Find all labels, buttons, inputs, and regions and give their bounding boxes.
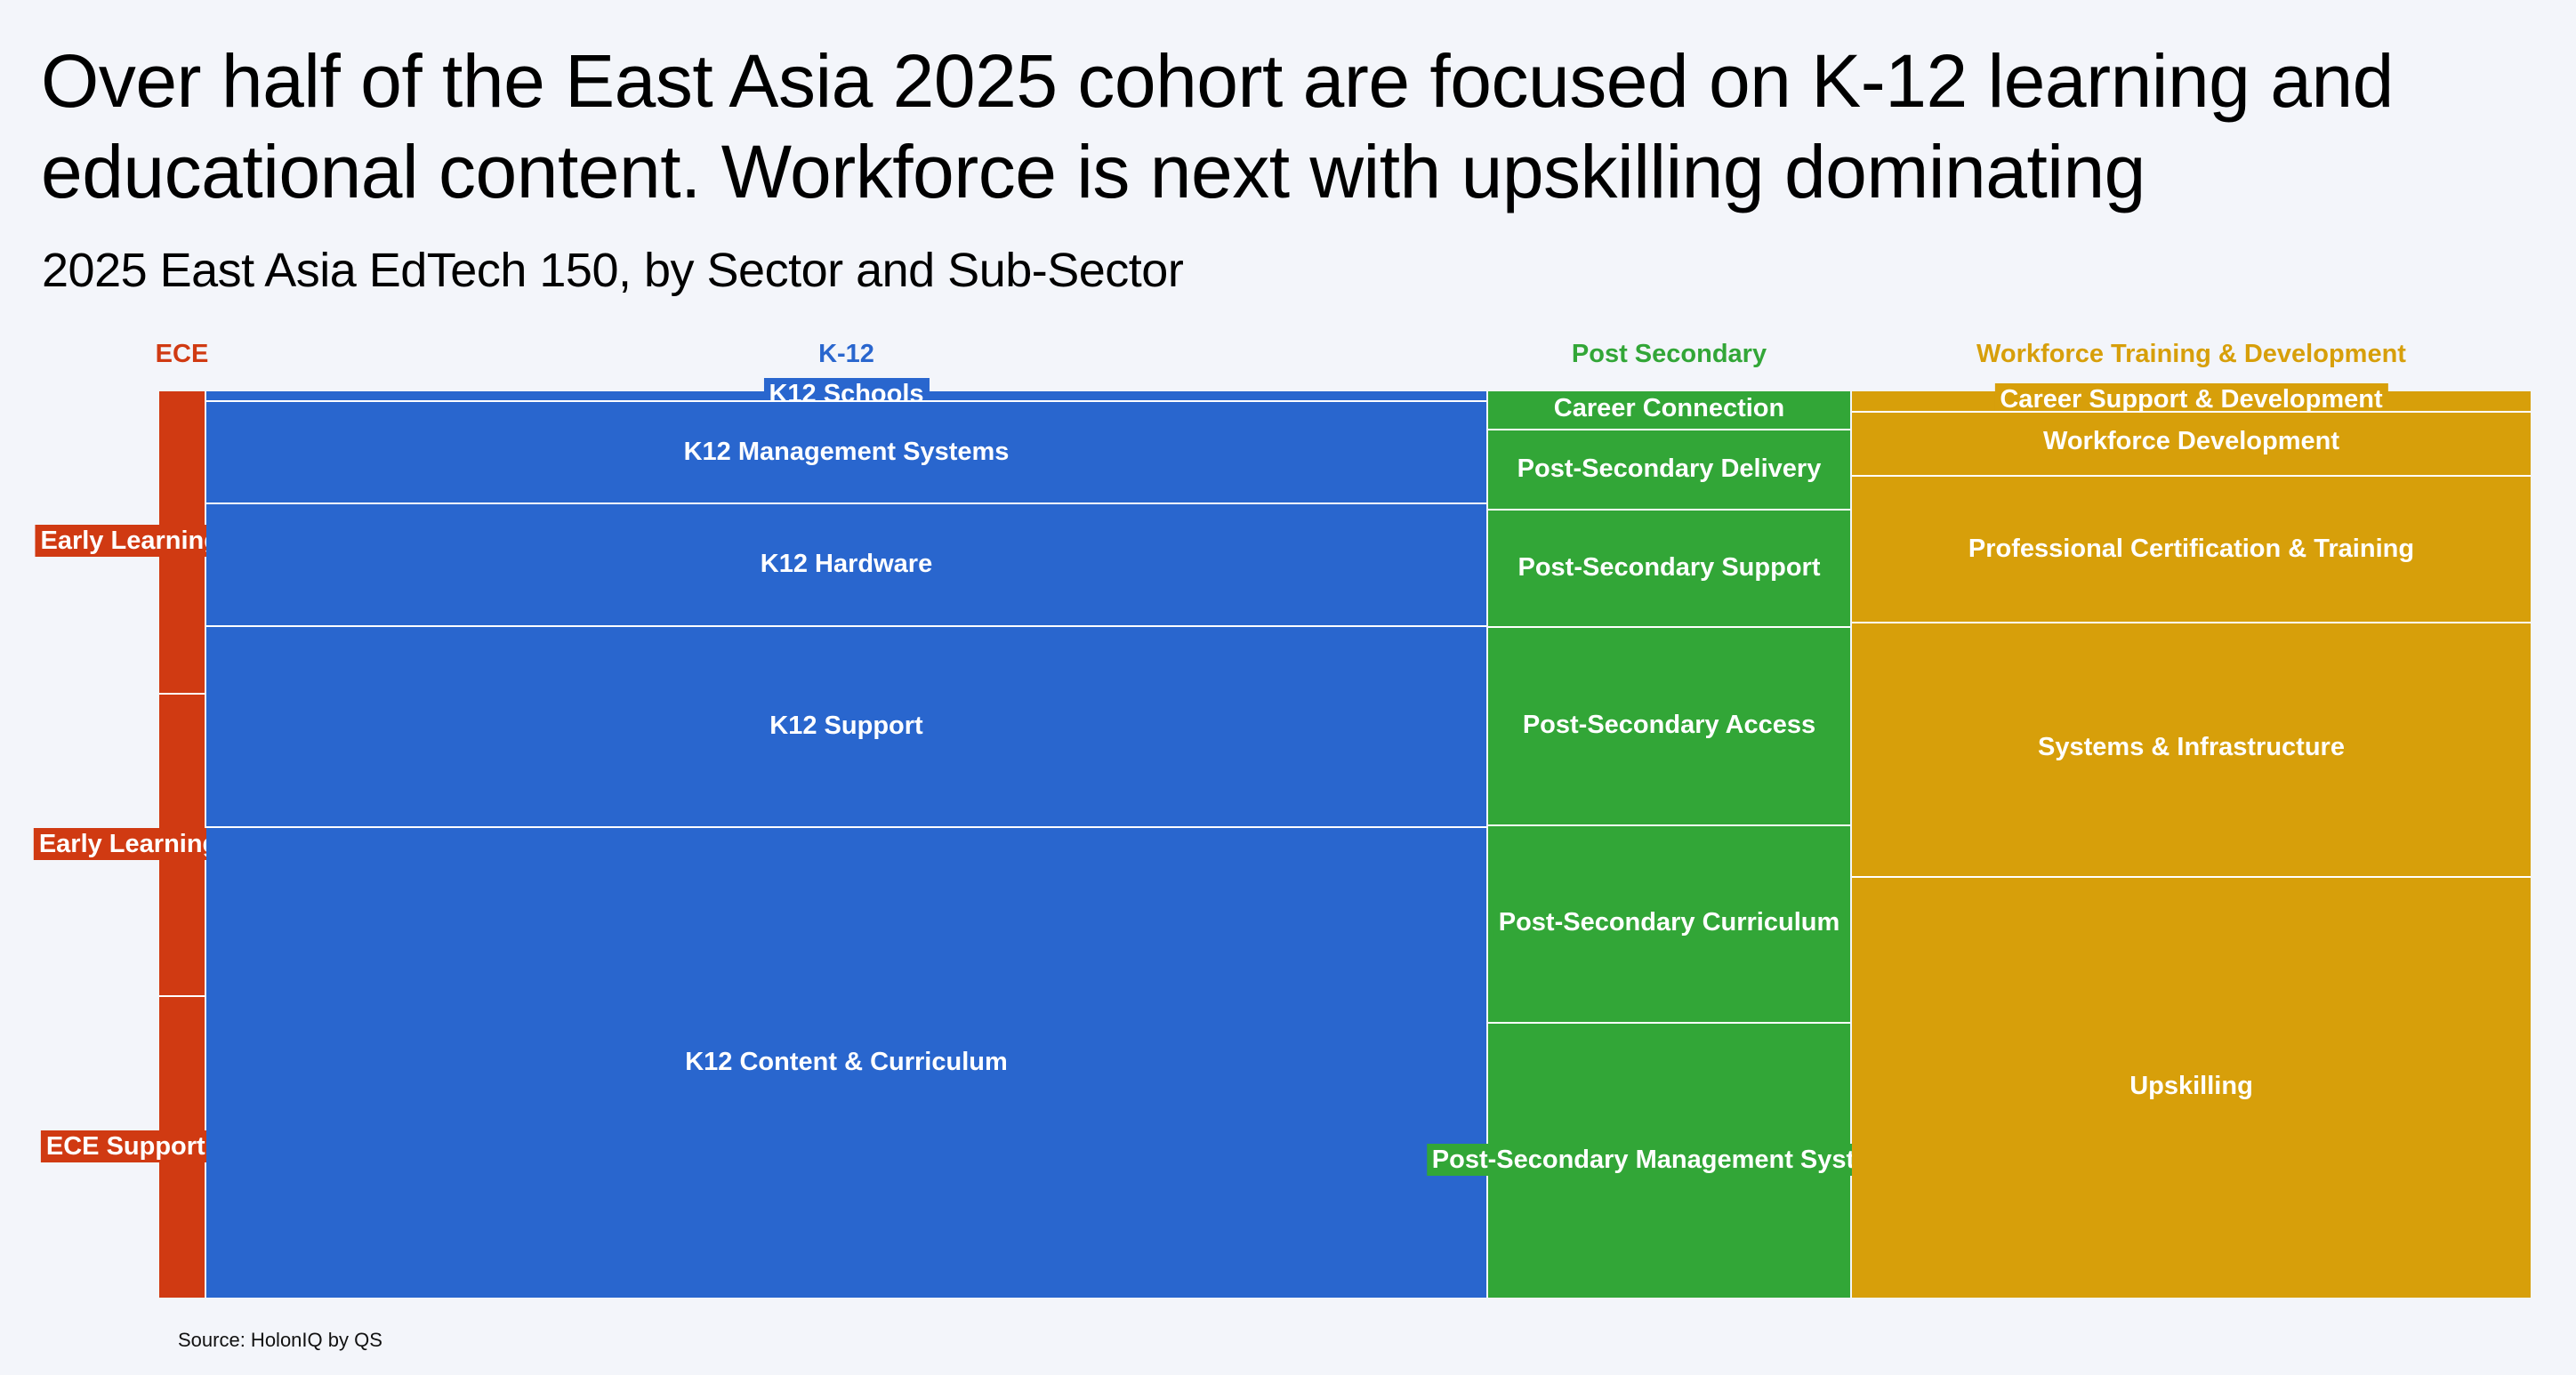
subsector-label: Post-Secondary Management Systems [1426,1144,1912,1176]
mekko-block [206,625,1486,826]
chart-title: Over half of the East Asia 2025 cohort a… [41,36,2549,217]
subsector-label: K12 Hardware [760,550,933,578]
mekko-block [1488,429,1850,509]
sector-header-post_secondary: Post Secondary [1571,340,1767,368]
mekko-block [206,826,1486,1298]
mekko-block [1488,391,1850,429]
subsector-label: Systems & Infrastructure [2038,733,2345,761]
subsector-label: Post-Secondary Curriculum [1493,906,1846,938]
title-line-1: Over half of the East Asia 2025 cohort a… [41,39,2394,123]
subsector-label: Professional Certification & Training [1968,534,2415,563]
sector-header-workforce: Workforce Training & Development [1976,340,2406,368]
subsector-label: Career Connection [1553,394,1785,422]
mekko-block [206,503,1486,625]
title-line-2: educational content. Workforce is next w… [41,130,2145,213]
mekko-block [206,400,1486,503]
mekko-block [1852,876,2531,1298]
subsector-label: Career Support & Development [1994,383,2388,415]
subsector-label: Post-Secondary Access [1522,711,1816,739]
mekko-block [1488,509,1850,626]
subsector-label: K12 Content & Curriculum [685,1048,1008,1076]
sector-header-ece: ECE [155,340,209,368]
source-note: Source: HolonIQ by QS [178,1329,382,1351]
subsector-label: Upskilling [2129,1072,2253,1100]
subsector-label: Workforce Development [2042,427,2340,455]
chart-subtitle: 2025 East Asia EdTech 150, by Sector and… [42,244,1184,297]
mekko-block [1488,626,1850,824]
mekko-block [1852,411,2531,475]
subsector-label: Post-Secondary Support [1517,553,1821,582]
subsector-label: Post-Secondary Delivery [1517,454,1822,483]
mekko-block [1852,475,2531,622]
subsector-label: K12 Support [769,712,923,740]
mekko-block [1852,622,2531,876]
sector-header-k12: K-12 [818,340,874,368]
subsector-label: K12 Management Systems [683,437,1010,466]
